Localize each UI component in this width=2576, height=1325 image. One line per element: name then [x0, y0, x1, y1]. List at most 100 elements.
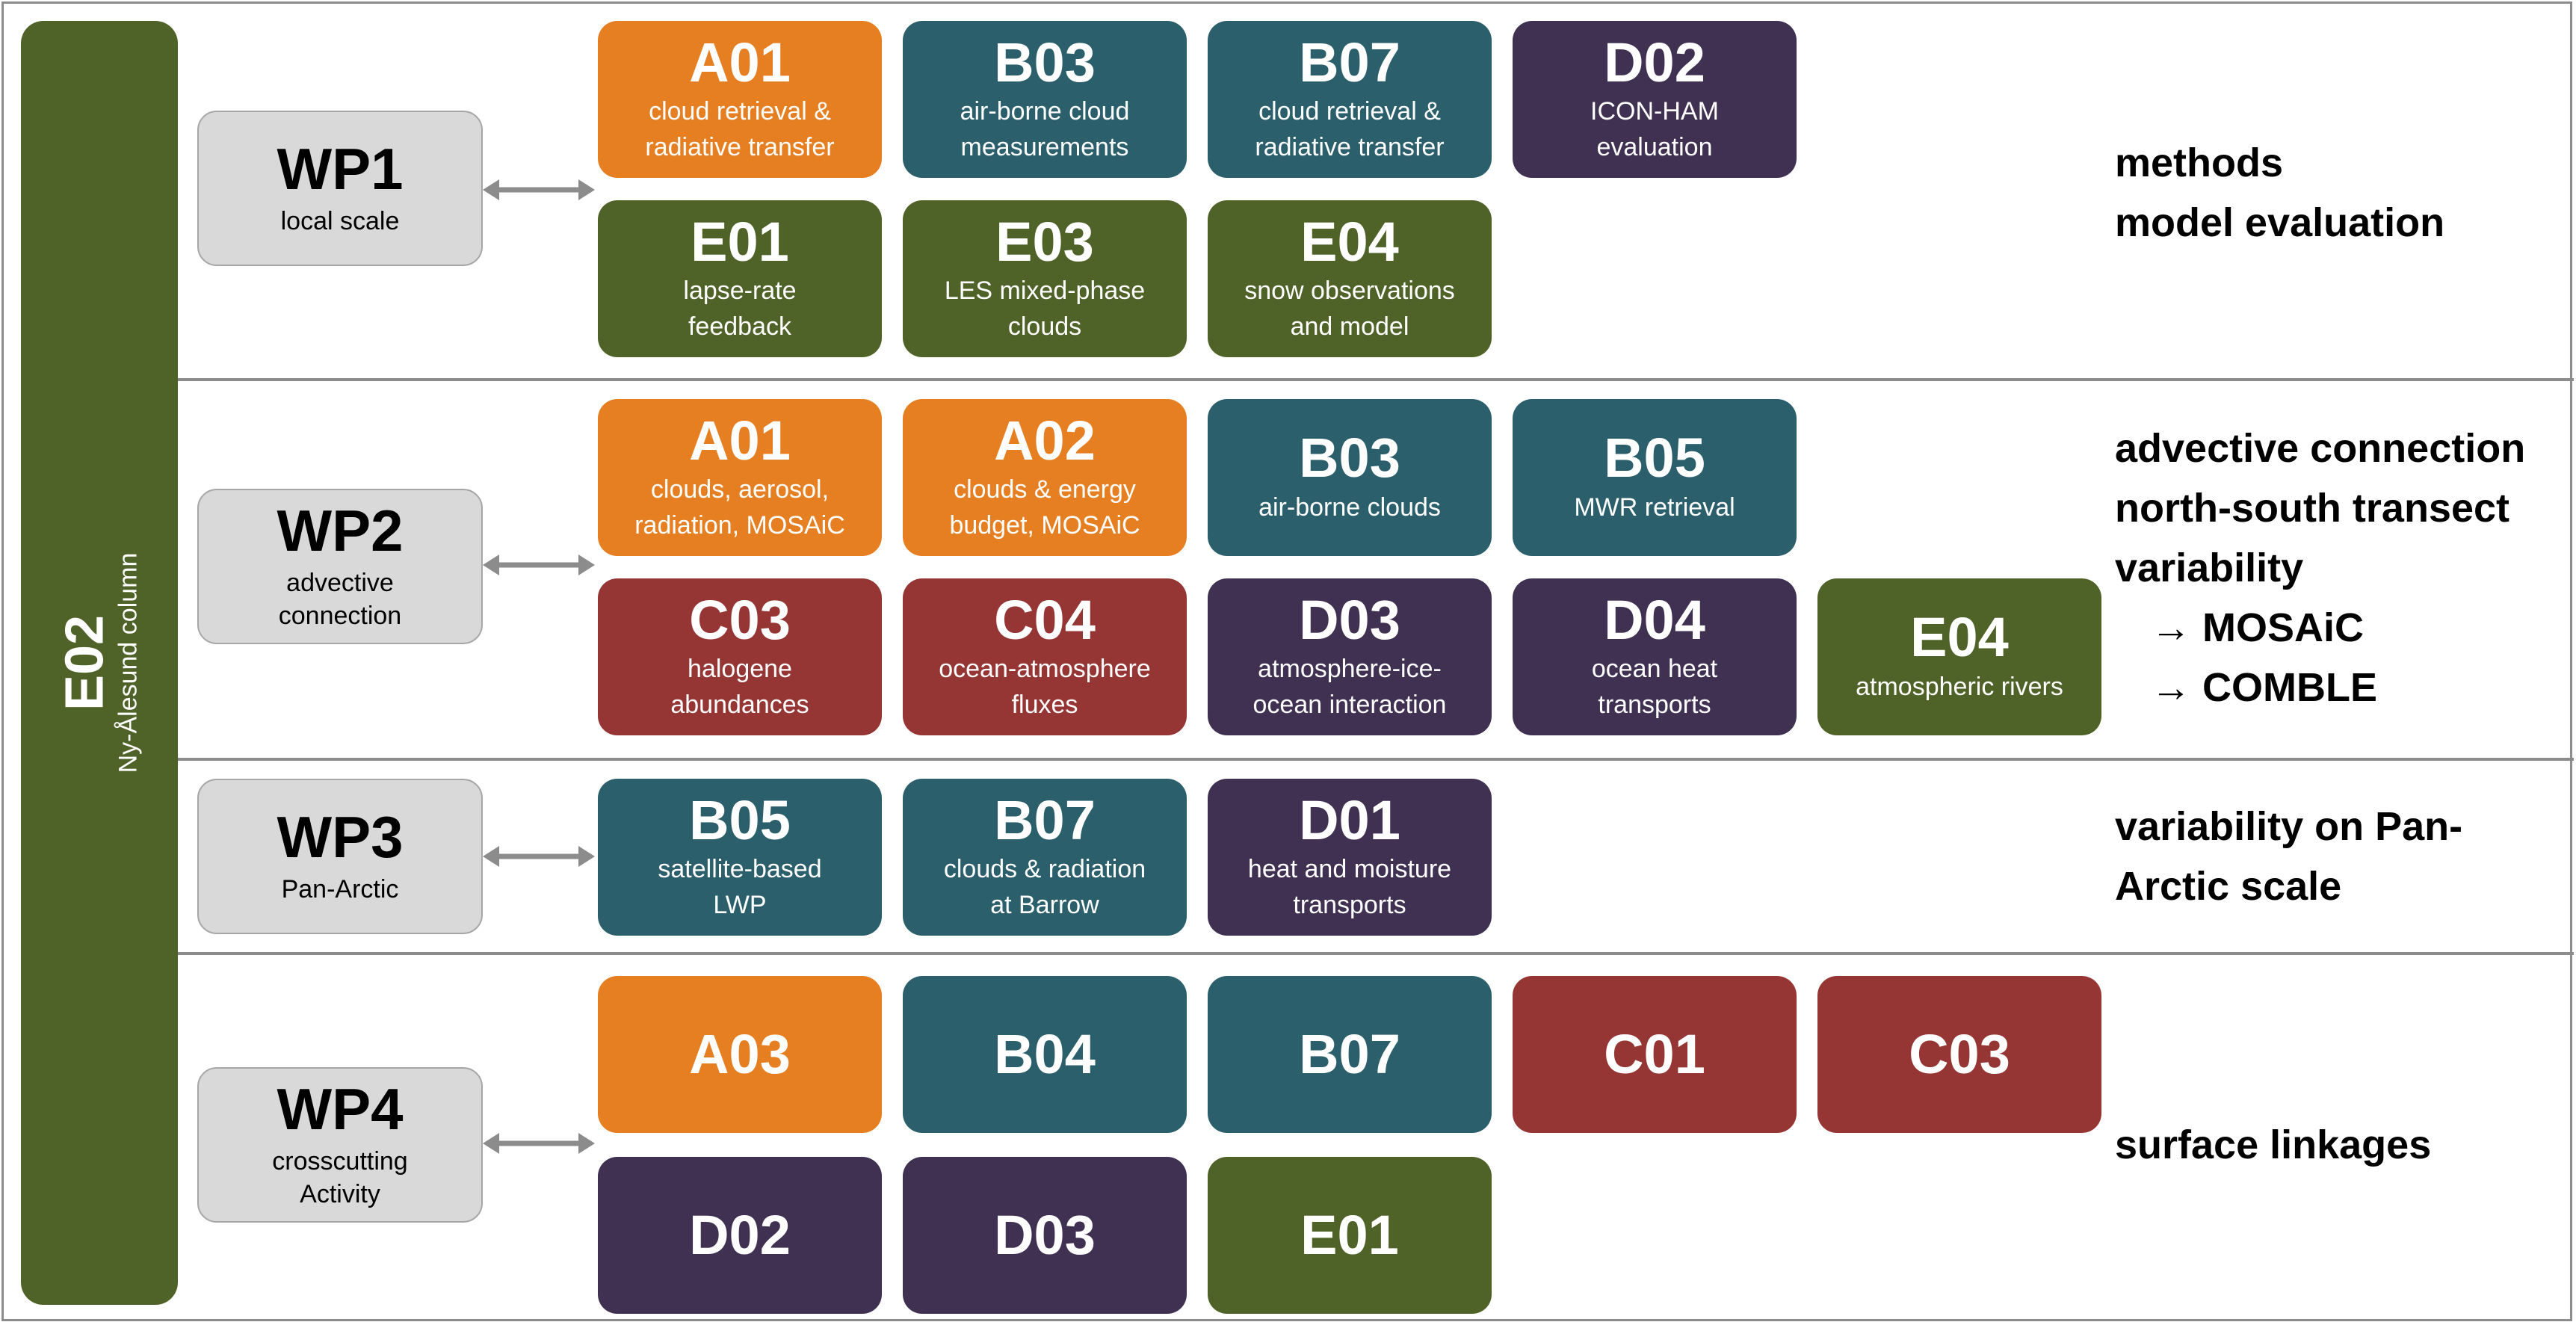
card-description: snow observations and model: [1244, 277, 1455, 341]
card-code: A02: [994, 409, 1096, 472]
card-code: C01: [1604, 1023, 1705, 1086]
wp1-card-b03: B03 air-borne cloud measurements: [903, 21, 1187, 178]
wp3-subtitle: Pan-Arctic: [281, 874, 399, 904]
wp4-card-c03: C03: [1817, 976, 2101, 1133]
card-code: B07: [1299, 1023, 1400, 1086]
wp2-card-e04: E04 atmospheric rivers: [1817, 578, 2101, 735]
wp1-card-e01: E01 lapse-rate feedback: [598, 200, 882, 357]
double-arrow-icon: [483, 555, 595, 575]
card-description: ICON-HAM evaluation: [1590, 97, 1719, 161]
wp4-card-d02: D02: [598, 1157, 882, 1314]
wp1-card-b07: B07 cloud retrieval & radiative transfer: [1208, 21, 1492, 178]
card-description: cloud retrieval & radiative transfer: [1255, 97, 1445, 161]
card-code: B05: [689, 788, 791, 851]
card-description: clouds, aerosol, radiation, MOSAiC: [634, 475, 845, 540]
wp4-card-b07: B07: [1208, 976, 1492, 1133]
wp4-card-d03: D03: [903, 1157, 1187, 1314]
wp2-card-c03: C03 halogene abundances: [598, 578, 882, 735]
card-code: E04: [1300, 210, 1399, 273]
card-code: D02: [1604, 31, 1705, 93]
wp2-subtitle: advective connection: [278, 568, 402, 630]
wp2-title: WP2: [277, 497, 404, 563]
wp1-title: WP1: [277, 135, 404, 202]
card-code: D03: [994, 1204, 1096, 1267]
e02-code: E02: [55, 614, 115, 711]
card-description: atmospheric rivers: [1856, 673, 2063, 702]
card-code: C04: [994, 588, 1096, 651]
card-code: B07: [994, 788, 1096, 851]
card-description: clouds & energy budget, MOSAiC: [949, 475, 1140, 540]
card-code: B03: [994, 31, 1096, 93]
card-description: air-borne clouds: [1258, 493, 1441, 522]
wp3-box: WP3 Pan-Arctic: [197, 779, 483, 934]
card-description: LES mixed-phase clouds: [944, 277, 1146, 341]
wp4-note: surface linkages: [2115, 1122, 2432, 1167]
card-code: C03: [1909, 1023, 2010, 1086]
card-description: heat and moisture transports: [1247, 855, 1452, 919]
wp4-card-e01: E01: [1208, 1157, 1492, 1314]
e02-label-group: E02 Ny-Ålesund column: [55, 552, 143, 773]
wp3-title: WP3: [277, 803, 404, 870]
card-code: A01: [689, 409, 791, 472]
wp2-card-c04: C04 ocean-atmosphere fluxes: [903, 578, 1187, 735]
card-code: D02: [689, 1204, 791, 1267]
wp2-card-d03: D03 atmosphere-ice-ocean interaction: [1208, 578, 1492, 735]
wp4-card-b04: B04: [903, 976, 1187, 1133]
wp3-note: variability on Pan- Arctic scale: [2115, 804, 2463, 909]
wp1-card-e03: E03 LES mixed-phase clouds: [903, 200, 1187, 357]
double-arrow-icon: [483, 179, 595, 200]
card-code: B05: [1604, 427, 1705, 489]
wp1-note: methods model evaluation: [2115, 140, 2445, 245]
card-description: cloud retrieval & radiative transfer: [645, 97, 835, 161]
double-arrow-icon: [483, 1133, 595, 1154]
card-code: A01: [689, 31, 791, 93]
card-code: D01: [1299, 788, 1400, 851]
card-description: MWR retrieval: [1574, 493, 1735, 522]
card-description: clouds & radiation at Barrow: [943, 855, 1146, 919]
row-divider: [176, 952, 2574, 955]
card-description: ocean heat transports: [1591, 655, 1718, 719]
wp1-card-d02: D02 ICON-HAM evaluation: [1513, 21, 1797, 178]
card-description: lapse-rate feedback: [683, 277, 797, 341]
wp2-card-b05: B05 MWR retrieval: [1513, 399, 1797, 556]
card-code: E03: [995, 210, 1094, 273]
wp2-card-b03: B03 air-borne clouds: [1208, 399, 1492, 556]
wp2-box: WP2 advective connection: [197, 489, 483, 644]
wp1-subtitle: local scale: [280, 206, 400, 235]
row-divider: [176, 758, 2574, 761]
wp2-card-d04: D04 ocean heat transports: [1513, 578, 1797, 735]
card-code: E01: [1300, 1204, 1399, 1267]
wp1-card-e04: E04 snow observations and model: [1208, 200, 1492, 357]
card-description: atmosphere-ice-ocean interaction: [1253, 655, 1447, 719]
double-arrow-icon: [483, 846, 595, 867]
card-code: E04: [1910, 606, 2009, 669]
wp4-card-a03: A03: [598, 976, 882, 1133]
wp2-card-a02: A02 clouds & energy budget, MOSAiC: [903, 399, 1187, 556]
card-description: halogene abundances: [670, 655, 809, 719]
row-divider: [176, 378, 2574, 381]
card-code: E01: [691, 210, 789, 273]
wp3-card-b05: B05 satellite-based LWP: [598, 779, 882, 936]
wp1-card-a01: A01 cloud retrieval & radiative transfer: [598, 21, 882, 178]
card-code: B07: [1299, 31, 1400, 93]
wp1-box: WP1 local scale: [197, 111, 483, 266]
card-code: B04: [994, 1023, 1096, 1086]
wp4-card-c01: C01: [1513, 976, 1797, 1133]
wp2-card-a01: A01 clouds, aerosol, radiation, MOSAiC: [598, 399, 882, 556]
card-code: B03: [1299, 427, 1400, 489]
wp3-card-d01: D01 heat and moisture transports: [1208, 779, 1492, 936]
card-description: satellite-based LWP: [658, 855, 822, 919]
card-description: ocean-atmosphere fluxes: [939, 655, 1151, 719]
card-code: A03: [689, 1023, 791, 1086]
wp3-card-b07: B07 clouds & radiation at Barrow: [903, 779, 1187, 936]
wp4-title: WP4: [277, 1075, 404, 1142]
card-code: D03: [1299, 588, 1400, 651]
wp4-subtitle: crosscutting Activity: [272, 1146, 408, 1208]
e02-subtitle: Ny-Ålesund column: [114, 552, 143, 773]
card-code: C03: [689, 588, 791, 651]
card-description: air-borne cloud measurements: [960, 97, 1130, 161]
wp4-box: WP4 crosscutting Activity: [197, 1067, 483, 1223]
wp2-note: advective connection north-south transec…: [2115, 426, 2526, 710]
